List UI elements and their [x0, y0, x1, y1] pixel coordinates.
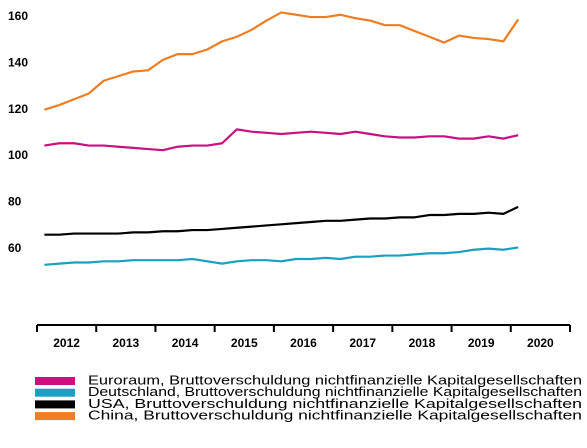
x-tick-label: 2018	[409, 336, 436, 350]
y-tick-label: 140	[8, 56, 28, 70]
legend-label: USA, Bruttoverschuldung nichtfinanzielle…	[88, 396, 582, 411]
x-tick-label: 2012	[53, 336, 80, 350]
legend-label: Euroraum, Bruttoverschuldung nichtfinanz…	[88, 372, 582, 387]
x-tick-label: 2014	[172, 336, 199, 350]
legend-swatch	[35, 400, 75, 409]
legend-swatch	[35, 412, 75, 421]
series-line	[44, 11, 520, 111]
x-tick-label: 2016	[290, 336, 317, 350]
y-tick-label: 160	[8, 9, 28, 23]
series-line	[44, 246, 519, 266]
y-tick-label: 100	[8, 148, 28, 162]
y-tick-label: 120	[8, 102, 28, 116]
x-tick-label: 2019	[468, 336, 495, 350]
legend-label: China, Bruttoverschuldung nichtfinanziel…	[88, 408, 582, 423]
x-tick-label: 2015	[231, 336, 258, 350]
x-tick-label: 2017	[349, 336, 376, 350]
legend-label: Deutschland, Bruttoverschuldung nichtfin…	[88, 384, 582, 399]
y-tick-label: 80	[8, 194, 22, 208]
series-line	[44, 205, 519, 236]
y-tick-label: 60	[8, 241, 22, 255]
legend-swatch	[35, 388, 75, 397]
legend-swatch	[35, 377, 75, 385]
series-line	[44, 128, 519, 152]
x-tick-label: 2020	[527, 336, 554, 350]
x-tick-label: 2013	[112, 336, 139, 350]
